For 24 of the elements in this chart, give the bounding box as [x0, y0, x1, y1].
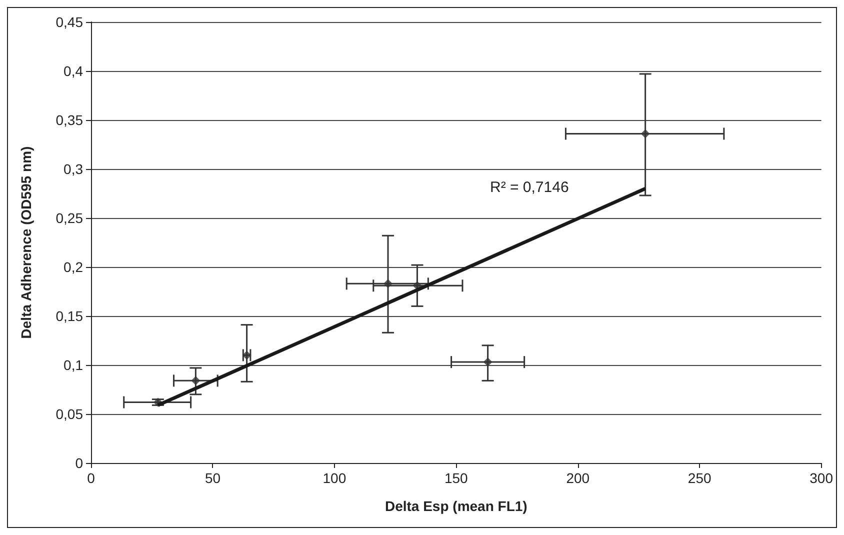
- y-tick-label: 0,25: [56, 210, 84, 226]
- x-tick-label: 200: [566, 470, 590, 486]
- annotation: R² = 0,7146: [490, 179, 569, 196]
- x-tick-label: 50: [204, 470, 221, 486]
- y-tick-label: 0,35: [56, 112, 84, 128]
- y-tick-label: 0,05: [56, 406, 84, 422]
- y-tick-label: 0,45: [56, 14, 84, 30]
- y-tick-label: 0,4: [64, 63, 84, 79]
- x-tick-label: 150: [444, 470, 468, 486]
- x-tick-label: 300: [810, 470, 834, 486]
- x-axis-title: Delta Esp (mean FL1): [384, 498, 528, 514]
- y-tick-label: 0,1: [64, 357, 84, 373]
- point: [383, 279, 392, 288]
- point: [640, 129, 650, 138]
- point: [191, 376, 200, 386]
- y-tick-label: 0,3: [64, 161, 84, 177]
- x-tick-label: 250: [688, 470, 712, 486]
- y-tick-label: 0: [75, 455, 84, 471]
- point: [242, 350, 252, 360]
- y-tick-label: 0,2: [64, 259, 84, 275]
- y-tick-label: 0,15: [56, 308, 84, 324]
- x-tick-label: 0: [87, 470, 96, 486]
- y-axis-title: Delta Adherence (OD595 nm): [18, 146, 34, 339]
- x-tick-label: 100: [322, 470, 346, 486]
